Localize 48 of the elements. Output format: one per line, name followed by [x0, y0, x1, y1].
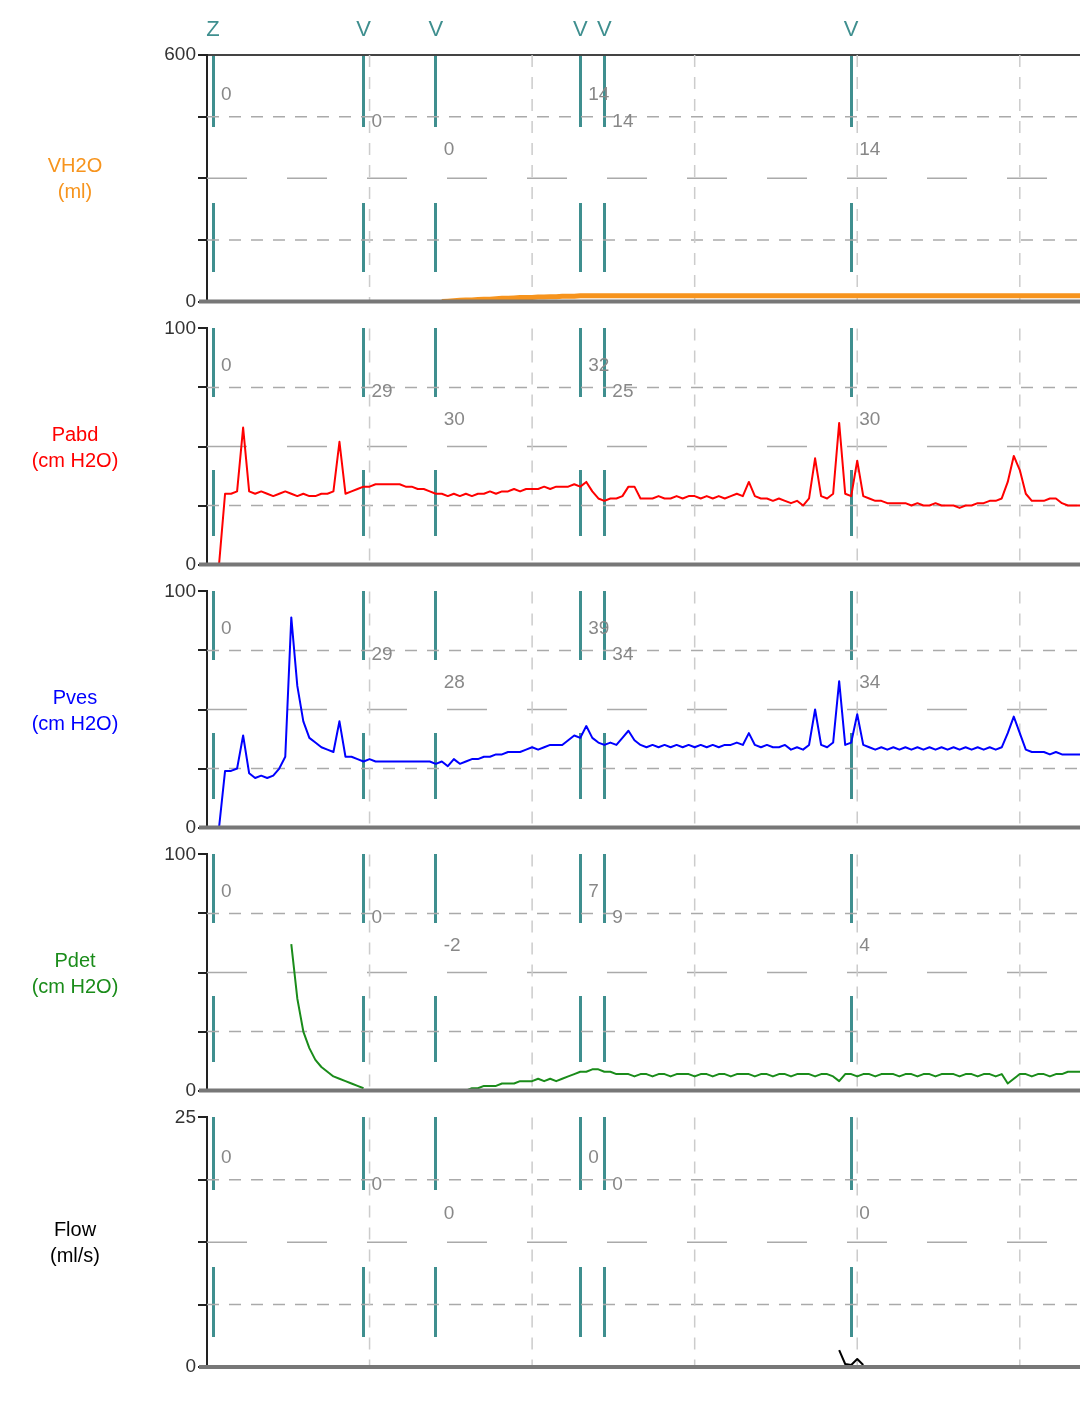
x-tick-label: V [572, 15, 588, 41]
annotation: 30 [859, 407, 881, 429]
annotation: 29 [371, 643, 393, 665]
x-tick-label: V [843, 15, 859, 41]
y-tick-label: 0 [185, 1078, 196, 1100]
annotation: -2 [443, 933, 461, 955]
annotation: 7 [588, 880, 599, 902]
annotation: 0 [612, 1173, 623, 1195]
y-tick-label: 100 [164, 579, 196, 601]
annotation: 0 [371, 906, 383, 928]
y-axis-title: Pabd (cm H2O) [30, 421, 120, 473]
annotation: 0 [443, 1201, 455, 1223]
y-axis-title: Flow (ml/s) [49, 1217, 101, 1269]
y-tick-label: 100 [164, 316, 196, 338]
annotation: 34 [612, 643, 634, 665]
y-tick-label: 600 [164, 43, 196, 65]
x-tick-label: V [428, 15, 444, 41]
annotation: 30 [443, 407, 465, 429]
y-tick-label: 25 [174, 1105, 196, 1127]
x-tick-label: V [356, 15, 372, 41]
annotation: 34 [859, 670, 881, 692]
annotation: 0 [221, 1145, 232, 1167]
annotation: 0 [859, 1201, 870, 1223]
y-tick-label: 0 [185, 289, 196, 311]
y-tick-label: 0 [185, 815, 196, 837]
annotation: 0 [221, 617, 232, 639]
annotation: 0 [443, 138, 455, 160]
y-tick-label: 0 [185, 552, 196, 574]
annotation: 0 [221, 354, 232, 376]
annotation: 9 [612, 906, 623, 928]
y-axis-title: VH2O (ml) [46, 153, 104, 205]
annotation: 14 [859, 138, 881, 160]
annotation: 0 [221, 880, 232, 902]
y-tick-label: 0 [185, 1355, 196, 1377]
annotation: 4 [859, 933, 871, 955]
x-tick-label: V [597, 15, 613, 41]
annotation: 28 [443, 670, 465, 692]
annotation: 0 [371, 109, 383, 131]
y-tick-label: 100 [164, 842, 196, 864]
annotation: 0 [371, 1173, 383, 1195]
annotation: 25 [612, 380, 634, 402]
annotation: 0 [588, 1145, 599, 1167]
annotation: 14 [612, 109, 634, 131]
annotation: 0 [221, 82, 232, 104]
x-tick-label: Z [206, 15, 220, 41]
annotation: 29 [371, 380, 393, 402]
y-axis-title: Pdet (cm H2O) [30, 947, 120, 999]
y-axis-title: Pves (cm H2O) [30, 684, 120, 736]
